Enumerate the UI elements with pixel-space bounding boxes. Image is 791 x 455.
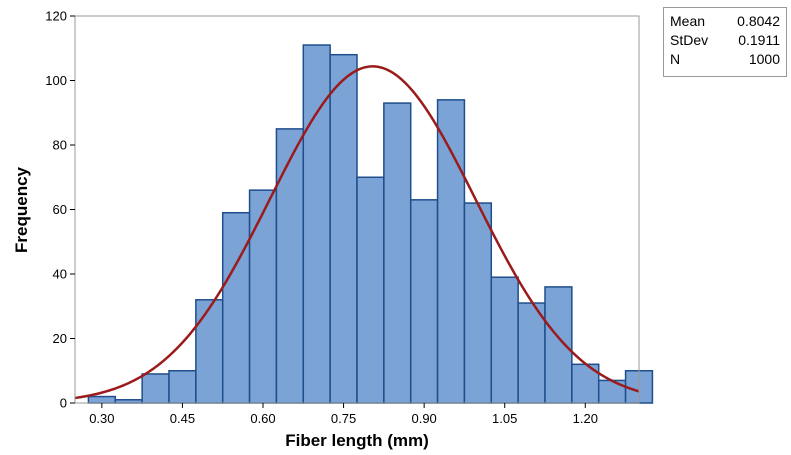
histogram-bar <box>168 370 197 404</box>
histogram-bar <box>221 211 251 404</box>
stats-value: 0.8042 <box>737 13 780 29</box>
stats-label: N <box>670 51 681 67</box>
histogram-bar <box>141 373 170 404</box>
x-tick-label: 0.45 <box>170 411 195 426</box>
y-axis: 0 20 40 60 80 100 120 <box>45 9 75 411</box>
stats-label: StDev <box>670 32 709 48</box>
x-axis-label: Fiber length (mm) <box>285 431 429 450</box>
y-tick-label: 40 <box>53 267 67 282</box>
histogram-bar <box>544 286 573 404</box>
x-tick-label: 0.90 <box>411 411 436 426</box>
stats-row-stdev: StDev 0.1911 <box>670 31 780 50</box>
stats-value: 1000 <box>748 51 780 67</box>
y-tick-label: 100 <box>45 73 67 88</box>
histogram-bar <box>597 379 627 404</box>
x-tick-label: 1.05 <box>492 411 517 426</box>
histogram-bar <box>248 189 278 404</box>
x-tick-label: 0.60 <box>250 411 275 426</box>
histogram-bar <box>490 276 519 404</box>
histogram-bar <box>463 202 493 404</box>
histogram-bar <box>87 395 117 404</box>
stats-label: Mean <box>670 13 706 29</box>
bars-layer <box>87 44 654 404</box>
histogram-bar <box>383 102 412 404</box>
stats-value: 0.1911 <box>738 32 780 48</box>
x-tick-label: 1.20 <box>573 411 598 426</box>
y-tick-label: 0 <box>60 396 67 411</box>
histogram-bar <box>436 99 466 404</box>
stats-row-n: N 1000 <box>670 50 780 69</box>
histogram-bar <box>356 176 385 404</box>
y-tick-label: 80 <box>53 138 67 153</box>
histogram-bar <box>517 302 546 404</box>
stats-row-mean: Mean 0.8042 <box>670 12 780 31</box>
y-tick-label: 60 <box>53 202 67 217</box>
y-axis-label: Frequency <box>12 166 31 253</box>
y-tick-label: 120 <box>45 9 67 24</box>
histogram-bar <box>409 199 439 404</box>
histogram-bar <box>329 53 358 404</box>
summary-stats-box: Mean 0.8042 StDev 0.1911 N 1000 <box>663 7 787 77</box>
x-tick-label: 0.75 <box>331 411 356 426</box>
normal-fit-curve <box>74 65 640 400</box>
x-tick-label: 0.30 <box>89 411 114 426</box>
histogram-bar <box>275 128 305 404</box>
histogram-bar <box>195 299 224 404</box>
x-axis: 0.30 0.45 0.60 0.75 0.90 1.05 1.20 <box>89 403 598 426</box>
y-tick-label: 20 <box>53 331 67 346</box>
